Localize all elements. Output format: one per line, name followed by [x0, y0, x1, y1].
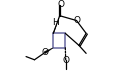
Text: O: O: [42, 48, 49, 57]
Text: H: H: [52, 18, 59, 27]
Polygon shape: [44, 48, 53, 54]
Text: O: O: [58, 0, 65, 9]
Polygon shape: [53, 23, 57, 33]
Text: O: O: [73, 16, 80, 25]
Text: O: O: [62, 56, 69, 64]
